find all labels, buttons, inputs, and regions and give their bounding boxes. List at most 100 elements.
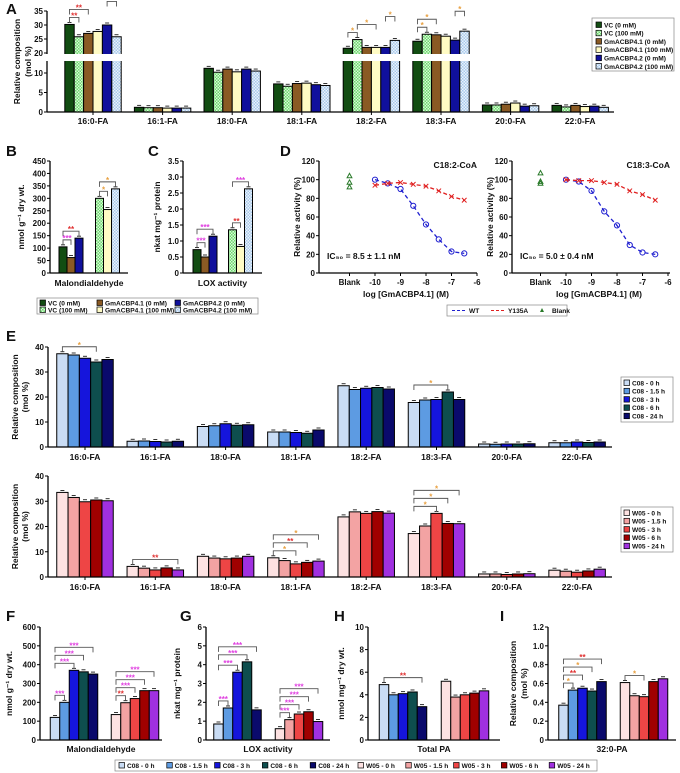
category-label: 18:0-FA — [210, 452, 241, 462]
y-tick-label: 120 — [495, 157, 509, 166]
y-tick-label: 500 — [23, 642, 37, 651]
bar-G-0-1 — [222, 707, 234, 741]
bar-E2-4-0 — [337, 516, 350, 578]
significance-label: *** — [285, 699, 295, 708]
x-axis-label: LOX activity — [198, 278, 247, 288]
bar-E2-0-4 — [101, 500, 114, 578]
bar-B-1-2 — [111, 188, 120, 274]
y-tick-label: 30 — [34, 21, 43, 30]
category-label: 18:2-FA — [351, 452, 382, 462]
y-tick-label: 150 — [33, 232, 47, 241]
significance-label: * — [106, 176, 110, 185]
bar-A-6-2 — [500, 103, 512, 113]
significance-bracket — [61, 346, 97, 352]
y-tick-label: 1.0 — [168, 237, 180, 246]
significance-bracket — [62, 239, 72, 245]
bar-E2-5-3 — [441, 522, 454, 578]
legend-swatch — [501, 762, 508, 769]
bar-E1-0-1 — [67, 354, 80, 448]
y-tick-label: 100 — [302, 176, 316, 185]
wt-point — [639, 249, 646, 256]
y-tick-label: 300 — [23, 680, 37, 689]
legend-swatch — [96, 299, 103, 306]
bar-E2-4-1 — [348, 511, 362, 578]
bar-E1-4-2 — [360, 387, 373, 448]
bar-E2-2-0 — [196, 555, 210, 578]
y-axis-label: (mol %) — [519, 668, 529, 699]
category-label: 18:2-FA — [351, 582, 382, 592]
significance-label: * — [425, 13, 429, 22]
significance-bracket — [413, 497, 449, 504]
bar-A-5-5 — [459, 30, 470, 113]
bar-B-1-0 — [95, 197, 104, 274]
bar-E2-5-2 — [430, 512, 443, 578]
significance-label: * — [424, 500, 428, 509]
y-tick-label: 80 — [499, 194, 508, 203]
bar-E1-1-0 — [126, 440, 139, 448]
y-tick-label: 0 — [311, 269, 316, 278]
y-tick-label: 200 — [33, 219, 47, 228]
plot-title: C18:2-CoA — [434, 160, 477, 170]
y-tick-label: 2 — [198, 698, 203, 707]
bar-E2-0-2 — [78, 501, 92, 578]
significance-label: *** — [200, 223, 210, 232]
bar-E1-2-4 — [242, 424, 255, 448]
legend-label: W05 - 1.5 h — [414, 763, 448, 770]
y-tick-label: 8 — [360, 646, 365, 655]
significance-label: *** — [126, 674, 136, 683]
significance-bracket — [624, 675, 645, 681]
y-tick-label: 300 — [33, 194, 47, 203]
significance-bracket — [115, 687, 136, 693]
significance-bracket — [115, 679, 145, 685]
bar-H-0-2 — [397, 693, 409, 741]
legend-swatch — [309, 762, 317, 769]
bar-I-1-0 — [619, 682, 631, 741]
y-tick-label: 20 — [35, 393, 44, 402]
bar-A-7-2 — [570, 104, 581, 113]
category-label: 18:2-FA — [356, 116, 387, 126]
legend-label: C08 - 6 h — [270, 763, 297, 770]
wt-point — [575, 178, 582, 185]
y-tick-label: 3.5 — [168, 157, 180, 166]
bar-C-1-1 — [236, 245, 245, 274]
bar-E1-5-4 — [452, 399, 466, 448]
category-label: 22:0-FA — [562, 582, 593, 592]
wt-fit-line — [565, 179, 656, 255]
x-tick-label: -8 — [422, 278, 430, 287]
bar-E2-1-2 — [149, 569, 162, 578]
significance-label: ** — [579, 653, 586, 662]
ic50-annotation: IC₅₀ = 5.0 ± 0.4 nM — [520, 251, 594, 261]
significance-label: *** — [107, 0, 117, 4]
bar-A-0-2 — [83, 32, 94, 113]
bar-A-6-4 — [519, 105, 530, 113]
y-tick-label: 0 — [198, 736, 203, 745]
panel-H — [365, 626, 500, 741]
legend-swatch — [623, 534, 630, 541]
bar-F-1-0 — [110, 714, 122, 741]
bar-H-1-1 — [450, 696, 461, 741]
wt-point — [626, 241, 633, 249]
y-axis-label: Relative composition — [12, 19, 22, 105]
significance-bracket — [62, 230, 80, 237]
bar-H-1-4 — [478, 690, 490, 741]
bar-I-0-0 — [558, 704, 569, 741]
y-tick-label: 200 — [23, 698, 37, 707]
y-tick-label: 6 — [198, 623, 203, 632]
y135a-point — [652, 197, 658, 203]
category-label: 20:0-FA — [495, 116, 526, 126]
significance-label: * — [576, 661, 580, 670]
category-label: 16:0-FA — [70, 452, 101, 462]
bar-E1-5-2 — [430, 399, 443, 448]
y-tick-label: 60 — [306, 213, 315, 222]
legend-swatch — [453, 762, 460, 769]
bar-F-0-3 — [78, 671, 89, 741]
bar-A-0-5 — [111, 36, 122, 113]
significance-label: *** — [219, 695, 229, 704]
significance-bracket — [272, 542, 308, 548]
bar-E2-3-3 — [301, 561, 314, 578]
blank-point — [346, 172, 353, 179]
y135a-point — [588, 177, 595, 184]
significance-label: *** — [65, 649, 75, 658]
legend-E2 — [620, 506, 674, 553]
x-tick-label: -10 — [560, 278, 572, 287]
